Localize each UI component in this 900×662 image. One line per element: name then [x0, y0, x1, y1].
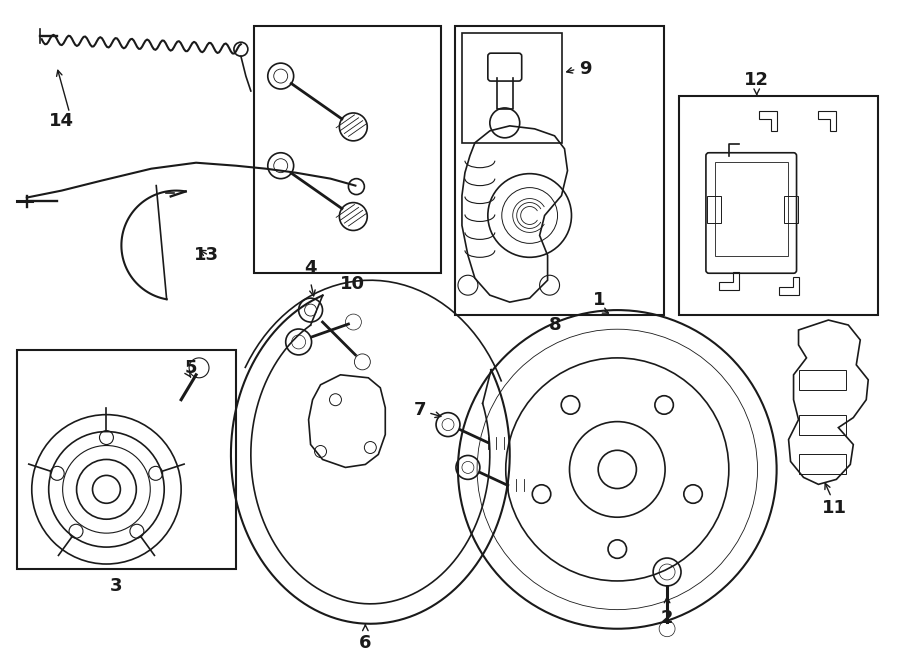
Bar [455, 26, 664, 315]
Text: 9: 9 [580, 60, 592, 78]
Text: 7: 7 [414, 401, 427, 418]
Bar [254, 26, 441, 273]
Text: 1: 1 [593, 291, 606, 309]
Bar [715, 162, 788, 256]
Text: 2: 2 [661, 609, 673, 627]
Text: 3: 3 [110, 577, 122, 595]
Bar [706, 195, 721, 224]
Bar [462, 33, 562, 143]
Text: 4: 4 [304, 260, 317, 277]
Text: 8: 8 [549, 316, 562, 334]
Text: 5: 5 [184, 359, 197, 377]
Bar [17, 350, 236, 569]
Bar [784, 195, 797, 224]
Bar [798, 370, 846, 390]
Text: 13: 13 [194, 246, 219, 264]
Bar [798, 455, 846, 475]
Text: 14: 14 [50, 112, 74, 130]
Text: 10: 10 [340, 275, 364, 293]
Text: 11: 11 [822, 499, 847, 517]
Text: 6: 6 [359, 634, 372, 651]
Bar [679, 96, 878, 315]
Bar [798, 414, 846, 434]
Text: 12: 12 [744, 71, 770, 89]
